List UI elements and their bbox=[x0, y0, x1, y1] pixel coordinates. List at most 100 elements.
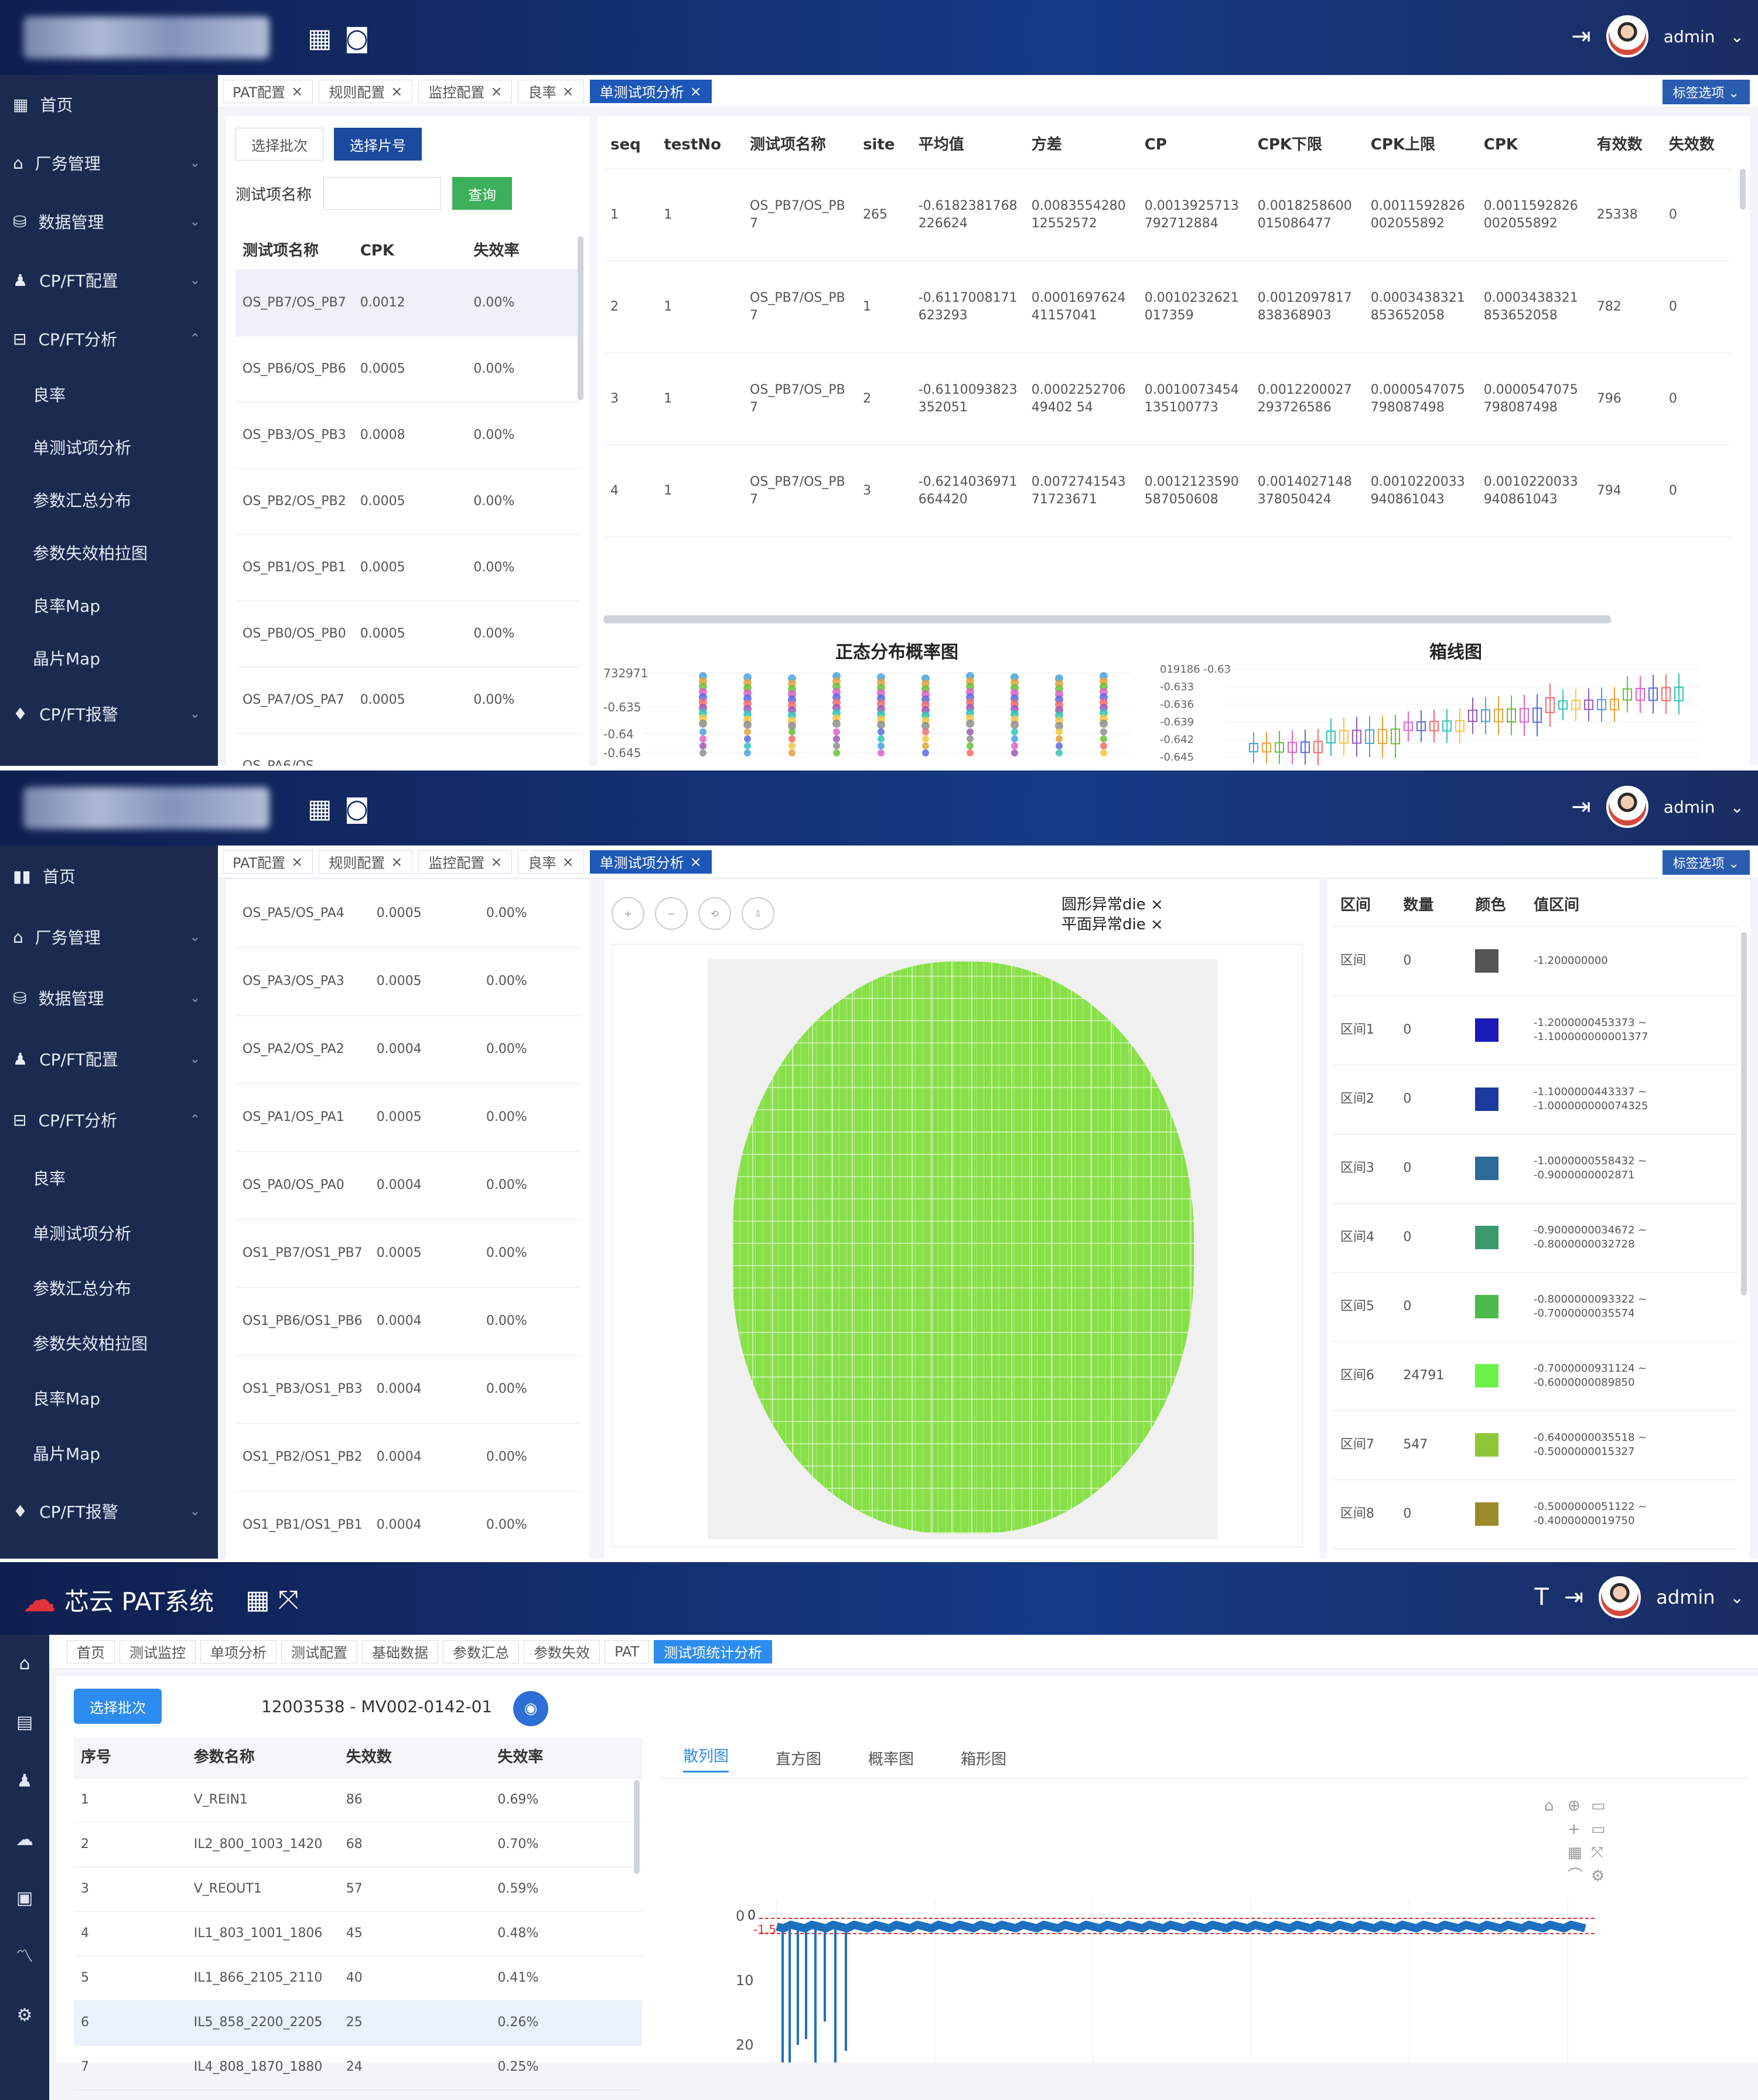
chart-toolbox-icon[interactable]: ⊕ bbox=[1568, 1797, 1581, 1815]
sidebar-item-data[interactable]: ⛁ 数据管理 ⌄ bbox=[0, 967, 218, 1028]
table-row[interactable]: 4 IL1_803_1001_1806 45 0.48% bbox=[74, 1911, 642, 1956]
screenshot-icon[interactable]: ◙ bbox=[344, 23, 370, 53]
color-swatch[interactable] bbox=[1475, 1018, 1499, 1042]
table-row[interactable]: 区间3 0 -1.0000000558432 ~ -0.9000000002871 bbox=[1333, 1134, 1737, 1204]
scrollbar[interactable] bbox=[634, 1780, 640, 1874]
tab-pat-config[interactable]: PAT配置 × bbox=[223, 79, 313, 103]
select-wafer-button[interactable]: 选择片号 bbox=[334, 128, 422, 161]
zoom-out-icon[interactable]: − bbox=[655, 897, 688, 930]
logout-icon[interactable]: ⇥ bbox=[1571, 793, 1591, 820]
wafer-disc[interactable] bbox=[732, 962, 1194, 1533]
tab-item[interactable]: 单项分析 bbox=[200, 1639, 276, 1663]
table-row[interactable]: 2 IL2_800_1003_1420 68 0.70% bbox=[74, 1822, 642, 1867]
tab-single-item-analysis[interactable]: 单测试项分析 × bbox=[589, 850, 712, 874]
screenshot-icon[interactable]: ◙ bbox=[344, 794, 370, 824]
table-row[interactable]: 区间2 0 -1.1000000443337 ~ -1.00000000007432… bbox=[1333, 1065, 1737, 1134]
color-swatch[interactable] bbox=[1475, 1157, 1499, 1180]
sidebar-item-analysis[interactable]: ⊟ CP/FT分析 ⌃ bbox=[0, 1089, 218, 1150]
apps-grid-icon[interactable]: ▦ bbox=[308, 794, 332, 824]
sidebar-item-alarm[interactable]: ♦ CP/FT报警 ⌄ bbox=[0, 684, 218, 743]
sidebar-sub-die-map[interactable]: 晶片Map bbox=[33, 1444, 101, 1464]
sidebar-item-config[interactable]: ♟ CP/FT配置 ⌄ bbox=[0, 251, 218, 309]
table-row[interactable]: OS1_PB1/OS1_PB1 0.0004 0.00% bbox=[235, 1491, 581, 1559]
chart-tab[interactable]: 箱形图 bbox=[961, 1751, 1007, 1768]
avatar[interactable] bbox=[1606, 786, 1648, 828]
select-lot-button[interactable]: 选择批次 bbox=[235, 128, 323, 161]
table-row[interactable]: OS_PA0/OS_PA0 0.0004 0.00% bbox=[235, 1151, 581, 1220]
tab-item[interactable]: 测试配置 bbox=[281, 1639, 357, 1663]
home-icon[interactable]: ⌂ bbox=[19, 1654, 30, 1674]
table-row[interactable]: OS_PA5/OS_PA4 0.0005 0.00% bbox=[235, 879, 581, 948]
sidebar-sub-param-summary[interactable]: 参数汇总分布 bbox=[33, 491, 132, 510]
scrollbar[interactable] bbox=[1740, 169, 1746, 210]
table-row[interactable]: 6 IL5_858_2200_2205 25 0.26% bbox=[74, 2000, 642, 2046]
query-button[interactable]: 查询 bbox=[452, 177, 513, 210]
scrollbar[interactable] bbox=[1741, 932, 1747, 1296]
sidebar-sub-pareto[interactable]: 参数失效柏拉图 bbox=[33, 1334, 148, 1354]
tab-single-item-analysis[interactable]: 单测试项分析 × bbox=[589, 79, 712, 103]
table-row[interactable]: OS_PB6/OS_PB6 0.0005 0.00% bbox=[235, 336, 581, 403]
close-icon[interactable]: × bbox=[689, 83, 702, 100]
sidebar-sub-yield[interactable]: 良率 bbox=[33, 1169, 66, 1188]
chart-toolbox-icon[interactable]: ⌂ bbox=[1544, 1797, 1554, 1815]
close-icon[interactable]: × bbox=[490, 853, 503, 870]
table-row[interactable]: OS1_PB3/OS1_PB3 0.0004 0.00% bbox=[235, 1355, 581, 1424]
table-row[interactable]: 区间4 0 -0.9000000034672 ~ -0.8000000032728 bbox=[1333, 1203, 1737, 1273]
monitor-icon[interactable]: ▣ bbox=[16, 1888, 33, 1908]
table-row[interactable]: OS_PB0/OS_PB0 0.0005 0.00% bbox=[235, 601, 581, 667]
chevron-down-icon[interactable]: ⌄ bbox=[1730, 1587, 1744, 1607]
tab-yield[interactable]: 良率 × bbox=[518, 850, 584, 874]
table-row[interactable]: 5 IL1_866_2105_2110 40 0.41% bbox=[74, 1956, 642, 2001]
table-row[interactable]: 1 1 OS_PB7/OS_PB7 265 -0.6182381768226624 0.0… bbox=[603, 169, 1734, 261]
sidebar-item-factory[interactable]: ⌂ 厂务管理 ⌄ bbox=[0, 906, 218, 967]
sidebar-item-factory[interactable]: ⌂ 厂务管理 ⌄ bbox=[0, 134, 218, 192]
chevron-down-icon[interactable]: ⌄ bbox=[1730, 26, 1744, 46]
table-row[interactable]: 区间8 0 -0.5000000051122 ~ -0.4000000019750 bbox=[1333, 1479, 1737, 1549]
apps-grid-icon[interactable]: ▦ bbox=[308, 23, 332, 53]
chart-toolbox-icon[interactable]: ▦ bbox=[1568, 1844, 1582, 1862]
user-icon[interactable]: ♟ bbox=[16, 1771, 33, 1791]
table-row[interactable]: 区间7 547 -0.6400000035518 ~ -0.500000001532… bbox=[1333, 1410, 1737, 1480]
sidebar-sub-single-item[interactable]: 单测试项分析 bbox=[33, 438, 132, 458]
chart-toolbox-icon[interactable]: ▭ bbox=[1591, 1821, 1606, 1838]
sidebar-sub-yield-map[interactable]: 良率Map bbox=[33, 1389, 101, 1409]
close-icon[interactable]: × bbox=[689, 853, 702, 870]
table-row[interactable]: OS_PA7/OS_PA7 0.0005 0.00% bbox=[235, 667, 581, 734]
test-item-input[interactable] bbox=[323, 177, 441, 210]
sidebar-item-home[interactable]: ▮▮ 首页 bbox=[0, 846, 218, 906]
sidebar-item-analysis[interactable]: ⊟ CP/FT分析 ⌃ bbox=[0, 309, 218, 368]
color-swatch[interactable] bbox=[1475, 1226, 1499, 1249]
close-icon[interactable]: × bbox=[391, 853, 403, 870]
color-swatch[interactable] bbox=[1475, 1088, 1499, 1111]
table-row[interactable]: OS_PA1/OS_PA1 0.0005 0.00% bbox=[235, 1083, 581, 1152]
color-swatch[interactable] bbox=[1475, 949, 1499, 973]
sidebar-item-home[interactable]: ▦ 首页 bbox=[0, 75, 218, 134]
close-icon[interactable]: × bbox=[291, 83, 303, 100]
font-size-icon[interactable]: T bbox=[1534, 1584, 1549, 1611]
close-icon[interactable]: × bbox=[562, 83, 574, 100]
tab-item[interactable]: PAT bbox=[605, 1639, 650, 1663]
document-icon[interactable]: ▤ bbox=[16, 1712, 33, 1733]
reset-icon[interactable]: ⟲ bbox=[698, 897, 731, 930]
table-row[interactable]: 区间5 0 -0.8000000093322 ~ -0.7000000035574 bbox=[1333, 1272, 1737, 1342]
tab-rule-config[interactable]: 规则配置 × bbox=[319, 850, 413, 874]
table-row[interactable]: 3 1 OS_PB7/OS_PB7 2 -0.6110093823352051 0.000… bbox=[603, 353, 1734, 445]
table-row[interactable]: 1 V_REIN1 86 0.69% bbox=[74, 1778, 642, 1823]
tab-yield[interactable]: 良率 × bbox=[518, 79, 584, 103]
table-row[interactable]: OS_PA3/OS_PA3 0.0005 0.00% bbox=[235, 947, 581, 1016]
table-row[interactable]: 区间6 24791 -0.7000000931124 ~ -0.6000000089… bbox=[1333, 1341, 1737, 1411]
tab-item[interactable]: 参数失效 bbox=[524, 1639, 600, 1663]
table-row[interactable]: OS_PA6/OS bbox=[235, 733, 581, 766]
avatar[interactable] bbox=[1599, 1576, 1641, 1618]
color-swatch[interactable] bbox=[1475, 1295, 1499, 1318]
table-row[interactable]: OS1_PB6/OS1_PB6 0.0004 0.00% bbox=[235, 1287, 581, 1356]
scrollbar[interactable] bbox=[578, 236, 583, 400]
chart-toolbox-icon[interactable]: ▭ bbox=[1591, 1797, 1606, 1815]
chart-toolbox-icon[interactable]: ⤧ bbox=[1591, 1844, 1603, 1862]
color-swatch[interactable] bbox=[1475, 1433, 1499, 1457]
tab-item[interactable]: 首页 bbox=[67, 1639, 115, 1663]
sidebar-item-alarm[interactable]: ♦ CP/FT报警 ⌄ bbox=[0, 1481, 218, 1542]
tab-monitor-config[interactable]: 监控配置 × bbox=[418, 850, 513, 874]
logout-icon[interactable]: ⇥ bbox=[1564, 1584, 1584, 1611]
sidebar-sub-yield[interactable]: 良率 bbox=[33, 386, 66, 405]
